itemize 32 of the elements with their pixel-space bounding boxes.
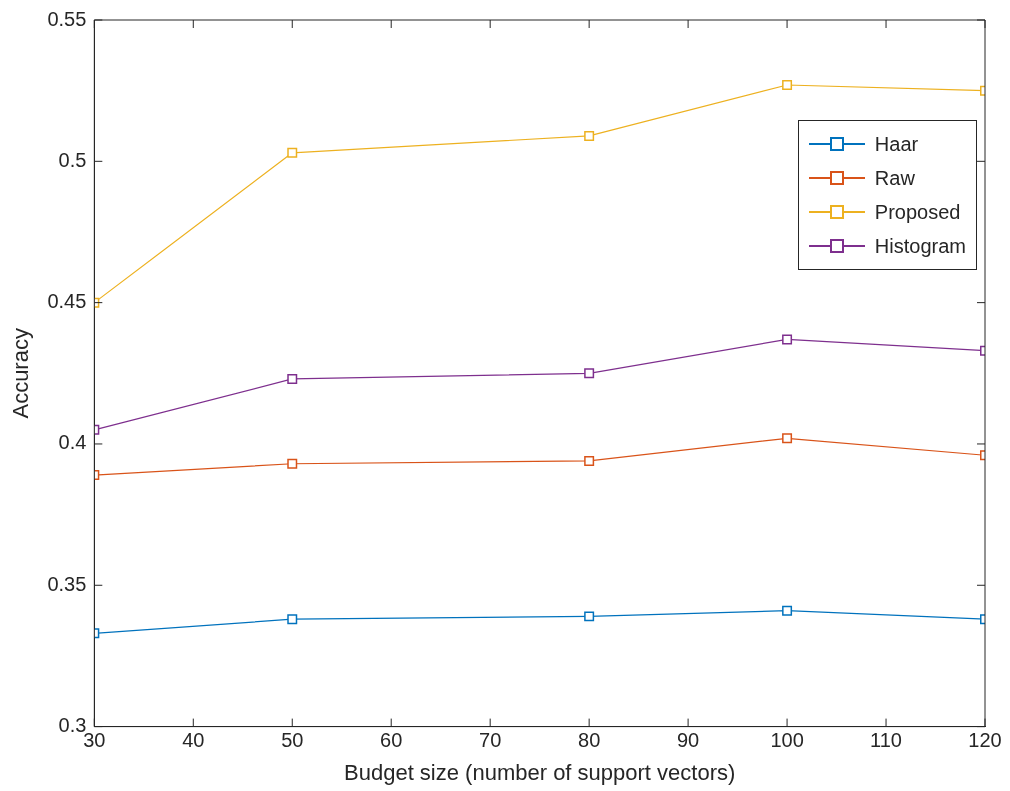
y-tick-label: 0.45 <box>47 290 87 313</box>
point <box>584 455 595 466</box>
legend-label: Proposed <box>874 200 961 224</box>
point <box>782 605 793 616</box>
point <box>287 458 298 469</box>
point <box>287 614 298 625</box>
y-tick-label: 0.55 <box>47 7 87 30</box>
legend-label: Haar <box>874 132 919 156</box>
point <box>287 147 298 158</box>
point <box>584 611 595 622</box>
point <box>782 433 793 444</box>
point <box>782 334 793 345</box>
x-tick-label: 90 <box>676 729 700 752</box>
y-tick-label: 0.5 <box>58 148 87 171</box>
x-tick-label: 110 <box>870 729 902 752</box>
x-tick-label: 100 <box>770 729 804 752</box>
x-axis-title: Budget size (number of support vectors) <box>344 759 736 785</box>
point <box>584 368 595 379</box>
point <box>782 80 793 90</box>
legend-label: Raw <box>874 166 915 190</box>
legend-label: Histogram <box>874 234 966 258</box>
y-axis-title: Accuracy <box>8 328 34 419</box>
y-tick-label: 0.35 <box>47 572 87 595</box>
point <box>287 373 298 384</box>
x-tick-label: 50 <box>281 729 304 752</box>
point <box>584 130 595 141</box>
x-tick-label: 40 <box>182 729 205 752</box>
x-tick-label: 70 <box>479 729 502 752</box>
x-tick-label: 60 <box>380 729 403 752</box>
x-tick-label: 80 <box>578 729 601 752</box>
y-tick-label: 0.4 <box>58 431 87 454</box>
x-tick-label: 120 <box>968 729 1002 752</box>
